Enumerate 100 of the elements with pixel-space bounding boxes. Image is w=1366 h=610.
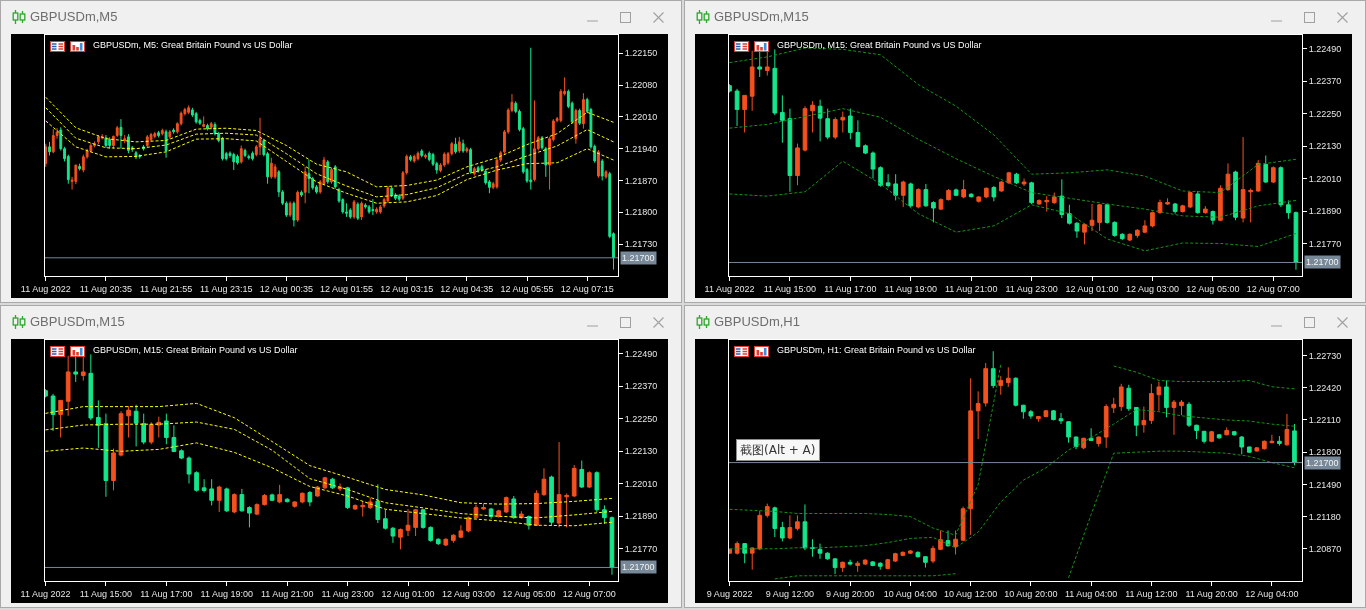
candlestick (209, 478, 215, 506)
candlestick (541, 467, 547, 497)
candlestick (51, 128, 55, 154)
candlestick (975, 390, 981, 440)
x-tick-label: 11 Aug 15:00 (79, 588, 133, 599)
candlestick (594, 470, 600, 513)
y-tick-label: 1.21870 (624, 175, 658, 186)
candlestick (1126, 384, 1132, 412)
candlestick (870, 560, 876, 567)
candlestick (1224, 426, 1230, 436)
x-tick-label: 12 Aug 05:00 (502, 588, 556, 599)
candlestick (1254, 446, 1260, 453)
text: GBPUSDm, M5: Great Britain Pound vs US Dollar (93, 40, 293, 50)
candlestick (1005, 366, 1011, 388)
candlestick (254, 502, 260, 516)
candlestick (405, 508, 411, 537)
candlestick (503, 496, 509, 514)
x-tick-label: 10 Aug 20:00 (1004, 588, 1058, 599)
candlestick (50, 393, 56, 432)
ref-line-label: 1.21700 (622, 562, 655, 572)
candlestick (855, 119, 861, 148)
candlestick (307, 159, 311, 194)
candlestick (1255, 159, 1261, 193)
candlestick (757, 50, 763, 78)
candlestick (1014, 172, 1019, 185)
x-tick-label: 12 Aug 04:35 (440, 283, 494, 294)
candlestick (1036, 198, 1042, 206)
candlestick (1179, 399, 1184, 416)
candlestick (48, 141, 51, 156)
x-tick-label: 10 Aug 04:00 (883, 588, 937, 599)
candlestick (352, 503, 358, 511)
candlestick (330, 167, 333, 185)
x-tick-label: 12 Aug 03:15 (380, 283, 434, 294)
candlestick (1127, 232, 1133, 242)
candlestick (953, 188, 959, 197)
candlestick (1218, 184, 1223, 222)
candlestick (1157, 199, 1163, 215)
ref-line-label: 1.21700 (1306, 458, 1339, 468)
candlestick (780, 521, 785, 542)
candlestick (930, 545, 936, 564)
candlestick (602, 504, 607, 525)
candlestick (810, 100, 815, 133)
candlestick (1029, 181, 1034, 205)
candlestick (1067, 204, 1072, 226)
candlestick (1263, 155, 1269, 184)
candlestick (300, 190, 303, 198)
candlestick (579, 460, 585, 489)
candlestick (348, 207, 352, 220)
candlestick (1074, 221, 1080, 239)
candlestick (1195, 190, 1201, 215)
candlestick (1097, 203, 1102, 232)
candlestick (734, 88, 740, 127)
candlestick (1150, 211, 1155, 228)
candlestick (251, 150, 254, 161)
candlestick (1270, 165, 1276, 184)
candlestick (1059, 178, 1065, 219)
candlestick (938, 530, 943, 551)
candlestick (1277, 435, 1282, 447)
candlestick (398, 527, 403, 550)
candlestick (931, 200, 936, 223)
x-tick-label: 12 Aug 05:00 (1186, 283, 1240, 294)
candlestick (126, 405, 131, 438)
candlestick (749, 50, 755, 112)
x-tick-label: 12 Aug 01:00 (381, 588, 435, 599)
y-tick-label: 1.22110 (1308, 415, 1341, 426)
candlestick (1006, 171, 1012, 185)
candlestick (156, 416, 162, 438)
candlestick (269, 493, 275, 502)
candlestick (1082, 222, 1087, 245)
candlestick (817, 99, 823, 142)
candlestick (115, 125, 119, 138)
y-tick-label: 1.22010 (1308, 173, 1342, 184)
candlestick (1013, 376, 1019, 407)
x-tick-label: 12 Aug 03:00 (441, 588, 495, 599)
candlestick (991, 185, 997, 202)
line-series (45, 96, 614, 188)
candlestick (420, 508, 426, 530)
candlestick (258, 117, 262, 156)
candlestick (511, 495, 517, 520)
candlestick (96, 134, 100, 145)
candlestick (96, 399, 101, 449)
candlestick (420, 148, 424, 158)
y-tick-label: 1.21770 (1308, 238, 1342, 249)
candlestick (168, 129, 172, 140)
candlestick (164, 129, 168, 159)
candlestick (1118, 383, 1124, 412)
candlestick (239, 145, 243, 165)
candlestick (734, 540, 740, 556)
candlestick (202, 115, 206, 128)
candlestick (375, 206, 379, 215)
candlestick (900, 180, 906, 208)
candlestick (111, 448, 116, 491)
candlestick (299, 491, 305, 504)
x-tick-label: 11 Aug 17:00 (824, 283, 877, 294)
candlestick (360, 200, 363, 221)
candlestick (1201, 430, 1207, 444)
candlestick (315, 485, 320, 498)
candlestick (1149, 383, 1154, 425)
y-tick-label: 1.22370 (1308, 76, 1342, 87)
candlestick (65, 355, 71, 417)
